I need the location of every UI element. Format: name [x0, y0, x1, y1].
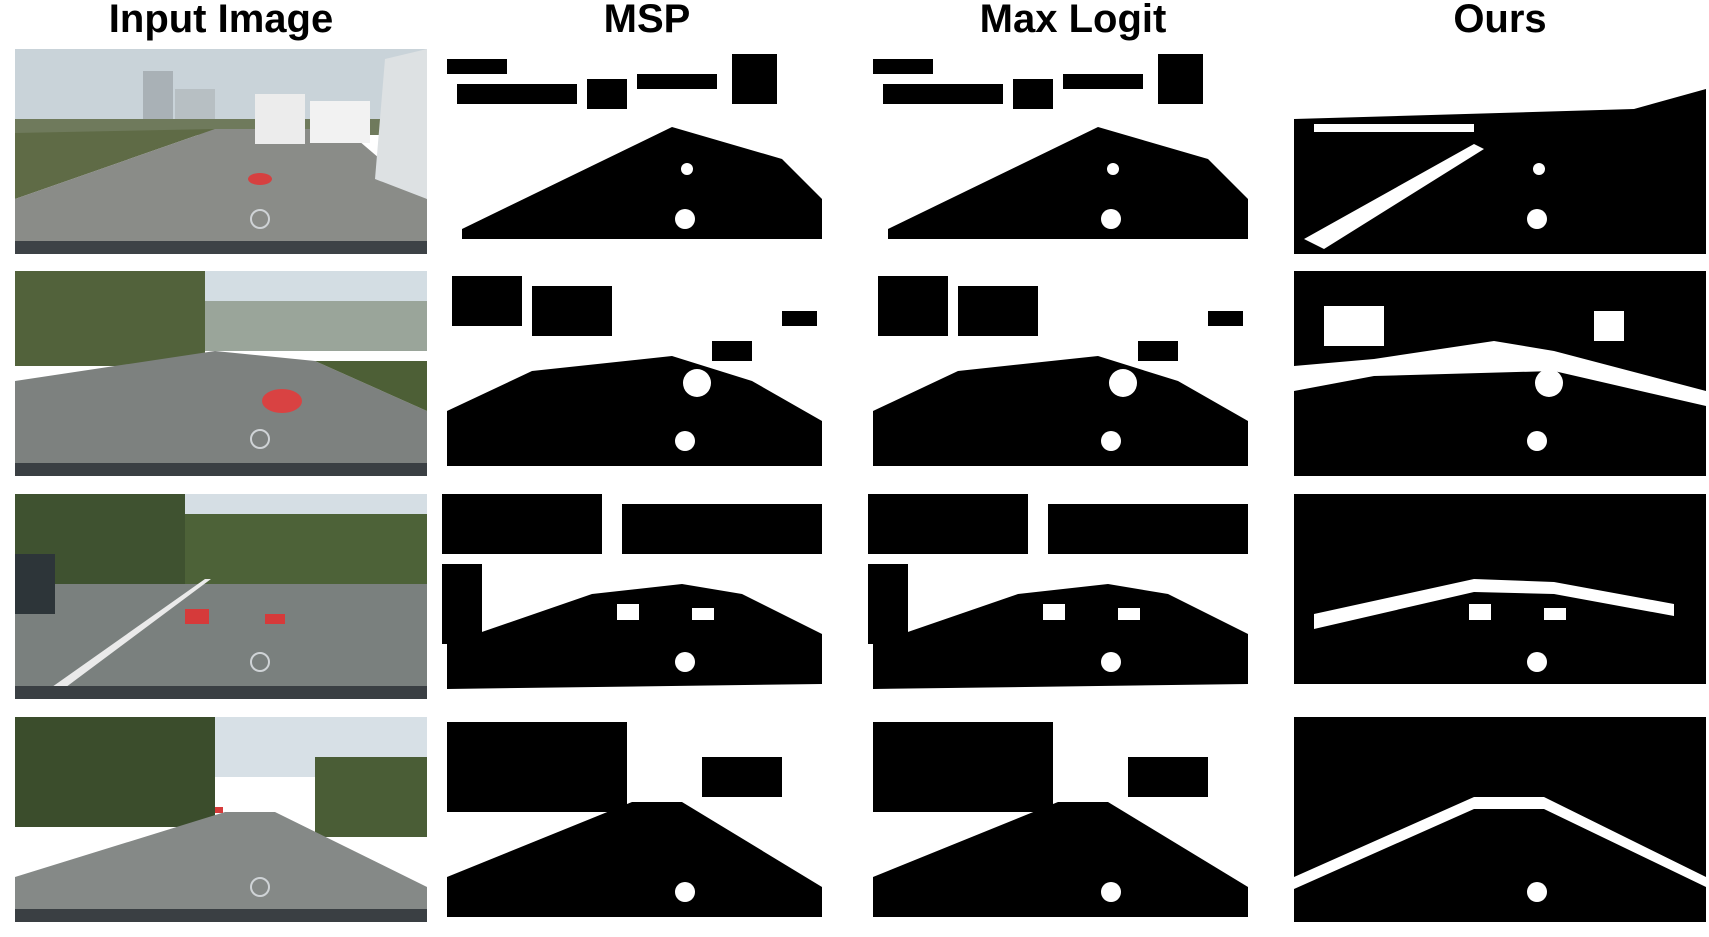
msp-mask-row-2 — [442, 271, 852, 476]
column-header-ours: Ours — [1453, 0, 1547, 41]
ours-mask-row-2 — [1294, 271, 1706, 476]
msp-mask-row-4 — [442, 717, 852, 922]
column-header-msp: MSP — [603, 0, 691, 41]
max-logit-mask-row-3 — [868, 494, 1278, 699]
input-image-row-3 — [15, 494, 427, 699]
msp-mask-row-3 — [442, 494, 852, 699]
ours-mask-row-1 — [1294, 49, 1706, 254]
max-logit-mask-row-2 — [868, 271, 1278, 476]
column-header-input-image: Input Image — [108, 0, 334, 41]
input-image-row-2 — [15, 271, 427, 476]
ours-mask-row-3 — [1294, 494, 1706, 699]
ours-mask-row-4 — [1294, 717, 1706, 922]
input-image-row-1 — [15, 49, 427, 254]
input-image-row-4 — [15, 717, 427, 922]
max-logit-mask-row-1 — [868, 49, 1278, 254]
msp-mask-row-1 — [442, 49, 852, 254]
column-header-max-logit: Max Logit — [979, 0, 1167, 41]
max-logit-mask-row-4 — [868, 717, 1278, 922]
